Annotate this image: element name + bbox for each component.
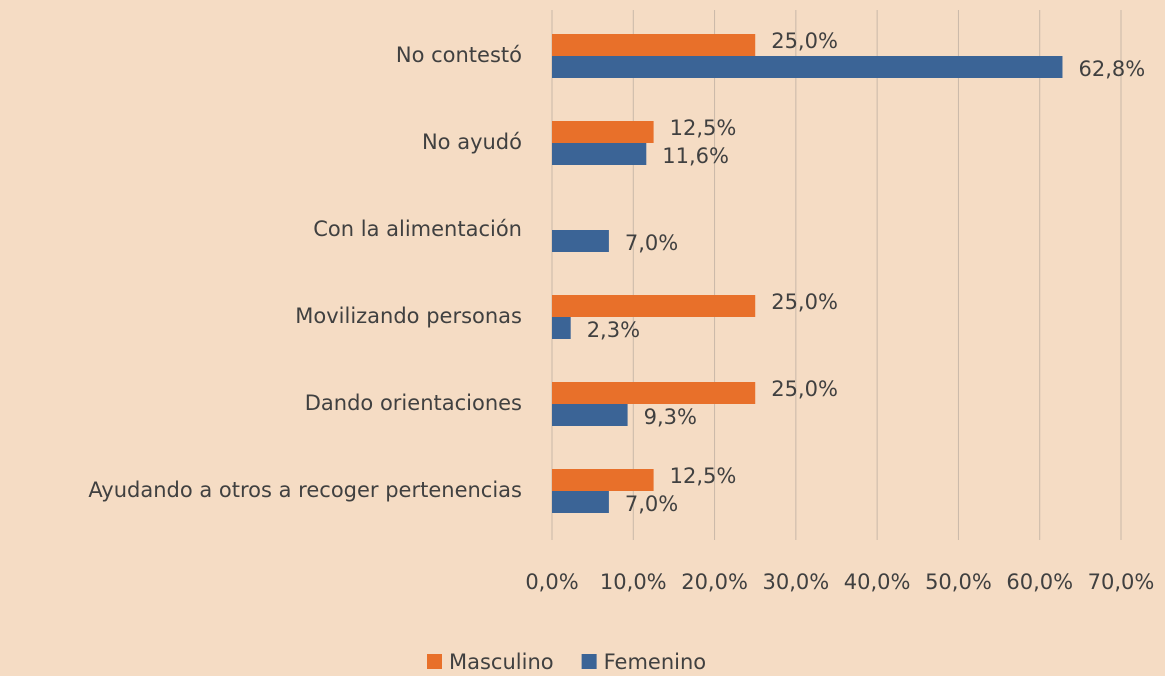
bar bbox=[552, 469, 654, 491]
bar bbox=[552, 230, 609, 252]
value-label: 9,3% bbox=[644, 405, 697, 429]
bar bbox=[552, 382, 756, 404]
bar bbox=[552, 404, 628, 426]
bar bbox=[552, 143, 647, 165]
value-label: 25,0% bbox=[771, 290, 838, 314]
value-label: 11,6% bbox=[662, 144, 729, 168]
value-label: 25,0% bbox=[771, 377, 838, 401]
value-label: 12,5% bbox=[670, 464, 737, 488]
y-tick-label: Ayudando a otros a recoger pertenencias bbox=[88, 478, 522, 502]
bar bbox=[552, 317, 571, 339]
x-tick-label: 50,0% bbox=[925, 570, 992, 594]
bar bbox=[552, 121, 654, 143]
x-tick-label: 70,0% bbox=[1088, 570, 1155, 594]
x-tick-label: 30,0% bbox=[762, 570, 829, 594]
legend-label: Masculino bbox=[449, 650, 554, 674]
value-label: 12,5% bbox=[670, 116, 737, 140]
bar bbox=[552, 34, 756, 56]
y-tick-label: No ayudó bbox=[422, 130, 522, 154]
legend-swatch bbox=[427, 654, 442, 669]
y-tick-label: Movilizando personas bbox=[295, 304, 522, 328]
x-tick-label: 10,0% bbox=[600, 570, 667, 594]
value-label: 7,0% bbox=[625, 231, 678, 255]
x-tick-label: 0,0% bbox=[525, 570, 578, 594]
value-label: 25,0% bbox=[771, 29, 838, 53]
legend-label: Femenino bbox=[604, 650, 707, 674]
bar bbox=[552, 295, 756, 317]
x-tick-label: 60,0% bbox=[1006, 570, 1073, 594]
x-tick-label: 20,0% bbox=[681, 570, 748, 594]
value-label: 2,3% bbox=[587, 318, 640, 342]
y-tick-label: Con la alimentación bbox=[313, 217, 522, 241]
y-tick-label: No contestó bbox=[396, 43, 522, 67]
bar bbox=[552, 491, 609, 513]
legend-swatch bbox=[581, 654, 597, 669]
y-tick-label: Dando orientaciones bbox=[305, 391, 522, 415]
value-label: 7,0% bbox=[625, 492, 678, 516]
bar bbox=[552, 56, 1063, 78]
x-tick-label: 40,0% bbox=[844, 570, 911, 594]
value-label: 62,8% bbox=[1078, 57, 1145, 81]
